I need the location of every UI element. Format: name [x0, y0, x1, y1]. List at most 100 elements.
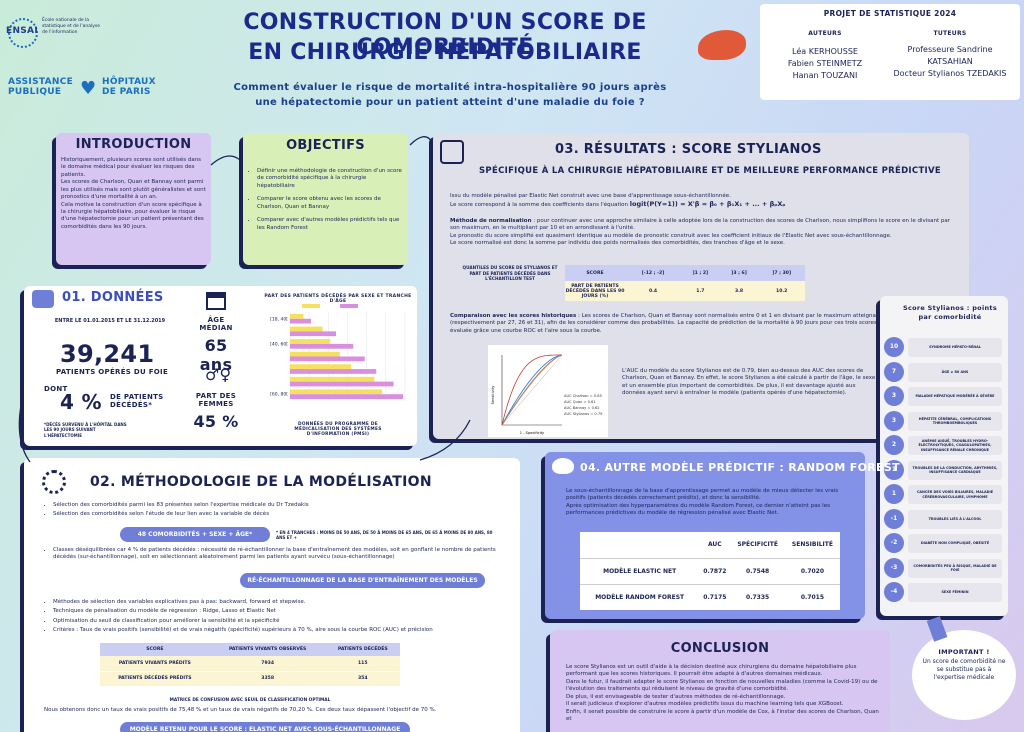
tutor-name: Docteur Stylianos TZEDAKIS: [893, 69, 1007, 78]
random-forest-text: Le sous-échantillonnage de la base d'app…: [566, 488, 846, 518]
conclusion-paragraph: De plus, il est envisageable de tester d…: [566, 693, 786, 700]
important-title: IMPORTANT !: [938, 648, 990, 656]
points-label: SEXE FÉMININ: [908, 583, 1002, 602]
gear-icon: [42, 470, 66, 494]
hospital-icon: [206, 292, 226, 310]
introduction-card: [56, 133, 211, 265]
cm-cell: 115: [357, 660, 368, 666]
conclusion-paragraph: Le score Stylianos est un outil d'aide à…: [566, 664, 857, 678]
category-label: [60, 80[: [270, 392, 288, 398]
methodo-list-3: Méthodes de sélection des variables expl…: [44, 599, 504, 637]
patients-label: PATIENTS OPÉRÉS DU FOIE: [55, 368, 169, 376]
resultats-paragraph: Le score correspond à la somme des coeff…: [450, 200, 950, 209]
cm-cell: 7934: [261, 660, 275, 666]
methodo-bullet: Optimisation du seuil de classification …: [53, 618, 504, 625]
methodo-bullet: Sélection des comorbidités selon l'étude…: [53, 511, 504, 518]
introduction-text: Historiquement, plusieurs scores sont ut…: [61, 157, 207, 231]
important-note: [912, 630, 1016, 720]
cm-row-label: PATIENTS VIVANTS PRÉDITS: [118, 660, 191, 666]
points-row: -4 SEXE FÉMININ: [884, 580, 1004, 604]
rf-row-label: MODÈLE RANDOM FOREST: [595, 593, 685, 601]
women-label: PART DES FEMMES: [195, 392, 237, 408]
bar: [290, 339, 331, 344]
points-badge: 2: [884, 435, 904, 455]
deces-footnote: *DÉCÈS SURVENU À L'HÔPITAL DANS LES 90 J…: [44, 422, 127, 438]
points-label: ÂGE ≥ 80 ANS: [908, 362, 1002, 382]
conclusion-title: CONCLUSION: [670, 641, 770, 656]
resultats-paragraph: Issu du modèle pénalisé par Elastic Net …: [450, 193, 731, 199]
conclusion-text: Le score Stylianos est un outil d'aide à…: [566, 664, 882, 723]
methodo-bullet: Méthodes de sélection des variables expl…: [53, 599, 504, 606]
rf-cell: 0.7548: [746, 567, 770, 575]
rf-cell: 0.7872: [703, 567, 727, 575]
objectif-item: Définir une méthodologie de construction…: [257, 168, 403, 190]
points-list: 10 SYNDROME HÉPATO-RÉNAL 7 ÂGE ≥ 80 ANS 3 MAL…: [884, 335, 1004, 605]
points-badge: 3: [884, 386, 904, 406]
quantile-row-label: PART DE PATIENTS DÉCÉDÉS DANS LES 90 JOU…: [565, 283, 625, 299]
quantile-header: SCORE: [586, 270, 604, 276]
aphp-logo-left: ASSISTANCE PUBLIQUE: [8, 77, 74, 97]
important-text: Un score de comorbidité ne se substitue …: [922, 658, 1006, 682]
points-row: 1 TROUBLES DE LA CONDUCTION, ARYTHMIES, I…: [884, 458, 1004, 482]
ensai-logo: [8, 18, 38, 48]
dont-label: DONT: [44, 385, 68, 393]
bar: [290, 351, 340, 357]
modele-retenu-pill: MODÈLE RETENU POUR LE SCORE : ELASTIC NE…: [120, 722, 410, 732]
methodologie-card: [24, 458, 520, 732]
women-value: 45 %: [193, 412, 239, 431]
tutor-name: Professeure Sandrine KATSAHIAN: [907, 45, 993, 66]
points-badge: 1: [884, 484, 904, 504]
bar: [290, 376, 375, 382]
rf-paragraph: Après optimisation des hyperparamètres d…: [566, 502, 830, 517]
rf-paragraph: Le sous-échantillonnage de la base d'app…: [566, 488, 839, 502]
points-badge: -2: [884, 533, 904, 553]
roc-x-label: 1 - Specificity: [520, 431, 545, 435]
points-row: 2 ANÉMIE AIGUË, TROUBLES HYDRO-ÉLECTROLYT…: [884, 433, 1004, 457]
chart-title: PART DES PATIENTS DÉCÉDÉS PAR SEXE ET TR…: [264, 294, 412, 304]
normalisation-body: : pour continuer avec une approche simil…: [450, 217, 950, 232]
deces-percentage: 4 %: [60, 390, 102, 414]
points-row: -3 COMORBIDITÉS PEU À RISQUE, MALADIE DE …: [884, 556, 1004, 580]
cm-header: PATIENTS DÉCÉDÉS: [337, 647, 388, 652]
results-icon: [440, 140, 464, 164]
arrow-methodo-to-resultats: [419, 419, 471, 461]
intro-paragraph: Les scores de Charlson, Quan et Bannay s…: [61, 179, 206, 201]
ensai-subtitle: École nationale de la statistique et de …: [42, 18, 101, 36]
rf-cell: 0.7175: [703, 593, 727, 601]
author-name: Hanan TOUZANI: [792, 71, 858, 80]
comparison-label: Comparaison avec les scores historiques: [450, 313, 577, 319]
methodo-list-2: Classes déséquilibrées car 4 % de patien…: [44, 547, 504, 564]
author-name: Fabien STEINMETZ: [787, 59, 863, 68]
conclusion-paragraph: Il serait judicieux d'explorer d'autres …: [566, 701, 844, 708]
points-row: -1 TROUBLES LIÉS À L'ALCOOL: [884, 507, 1004, 531]
methodo-list-1: Sélection des comorbidités parmi les 83 …: [44, 502, 504, 521]
rf-cell: 0.7020: [800, 567, 825, 575]
donnees-title: 01. DONNÉES: [62, 290, 164, 305]
normalisation-label: Méthode de normalisation: [450, 217, 532, 224]
roc-curve: [501, 354, 563, 426]
points-label: SYNDROME HÉPATO-RÉNAL: [908, 338, 1002, 357]
people-icon: ♂♀: [205, 365, 232, 384]
points-row: 3 HÉPATITE CÉRÉBRAL, COMPLICATIONS THROMB…: [884, 409, 1004, 433]
quantile-table: SCORE [-12 ; -2] ]1 ; 2] ]3 ; 6] ]7 ; 30…: [565, 265, 805, 301]
comparison-body: : Les scores de Charlson, Quan et Bannay…: [450, 313, 941, 334]
poster-title-line2: EN CHIRURGIE HÉPATOBILIAIRE: [248, 40, 642, 65]
deaths-bar-chart: [18, 40[[40, 60[[60, 80[: [270, 304, 406, 400]
age-bands-note: * EN 4 TRANCHES : MOINS DE 50 ANS, DE 50…: [276, 530, 493, 541]
authors-list: Léa KERHOUSSE Fabien STEINMETZ Hanan TOU…: [775, 46, 875, 82]
roc-legend-label: AUC Bannay = 0.62: [564, 406, 600, 410]
cm-header: SCORE: [146, 647, 164, 652]
rf-header: SPÉCIFICITÉ: [737, 541, 778, 549]
points-label: CANCER DES VOIES BILIAIRES, MALADIE CÉRÉ…: [908, 485, 1002, 504]
bar: [290, 314, 304, 319]
rf-row-label: MODÈLE ELASTIC NET: [603, 567, 677, 575]
normalisation-text: Méthode de normalisation : pour continue…: [450, 218, 950, 233]
legend-swatch: [340, 304, 358, 308]
cm-row-label: PATIENTS DÉCÉDÉS PRÉDITS: [118, 676, 192, 682]
arrow-objectifs-to-resultats: [409, 136, 433, 146]
roc-curve: [501, 354, 563, 426]
authors-panel: [760, 4, 1020, 100]
resultats-intro: Issu du modèle pénalisé par Elastic Net …: [450, 193, 950, 248]
objectifs-list: Définir une méthodologie de construction…: [248, 168, 403, 234]
conclusion-paragraph: Enfin, il serait possible de construire …: [566, 708, 879, 722]
